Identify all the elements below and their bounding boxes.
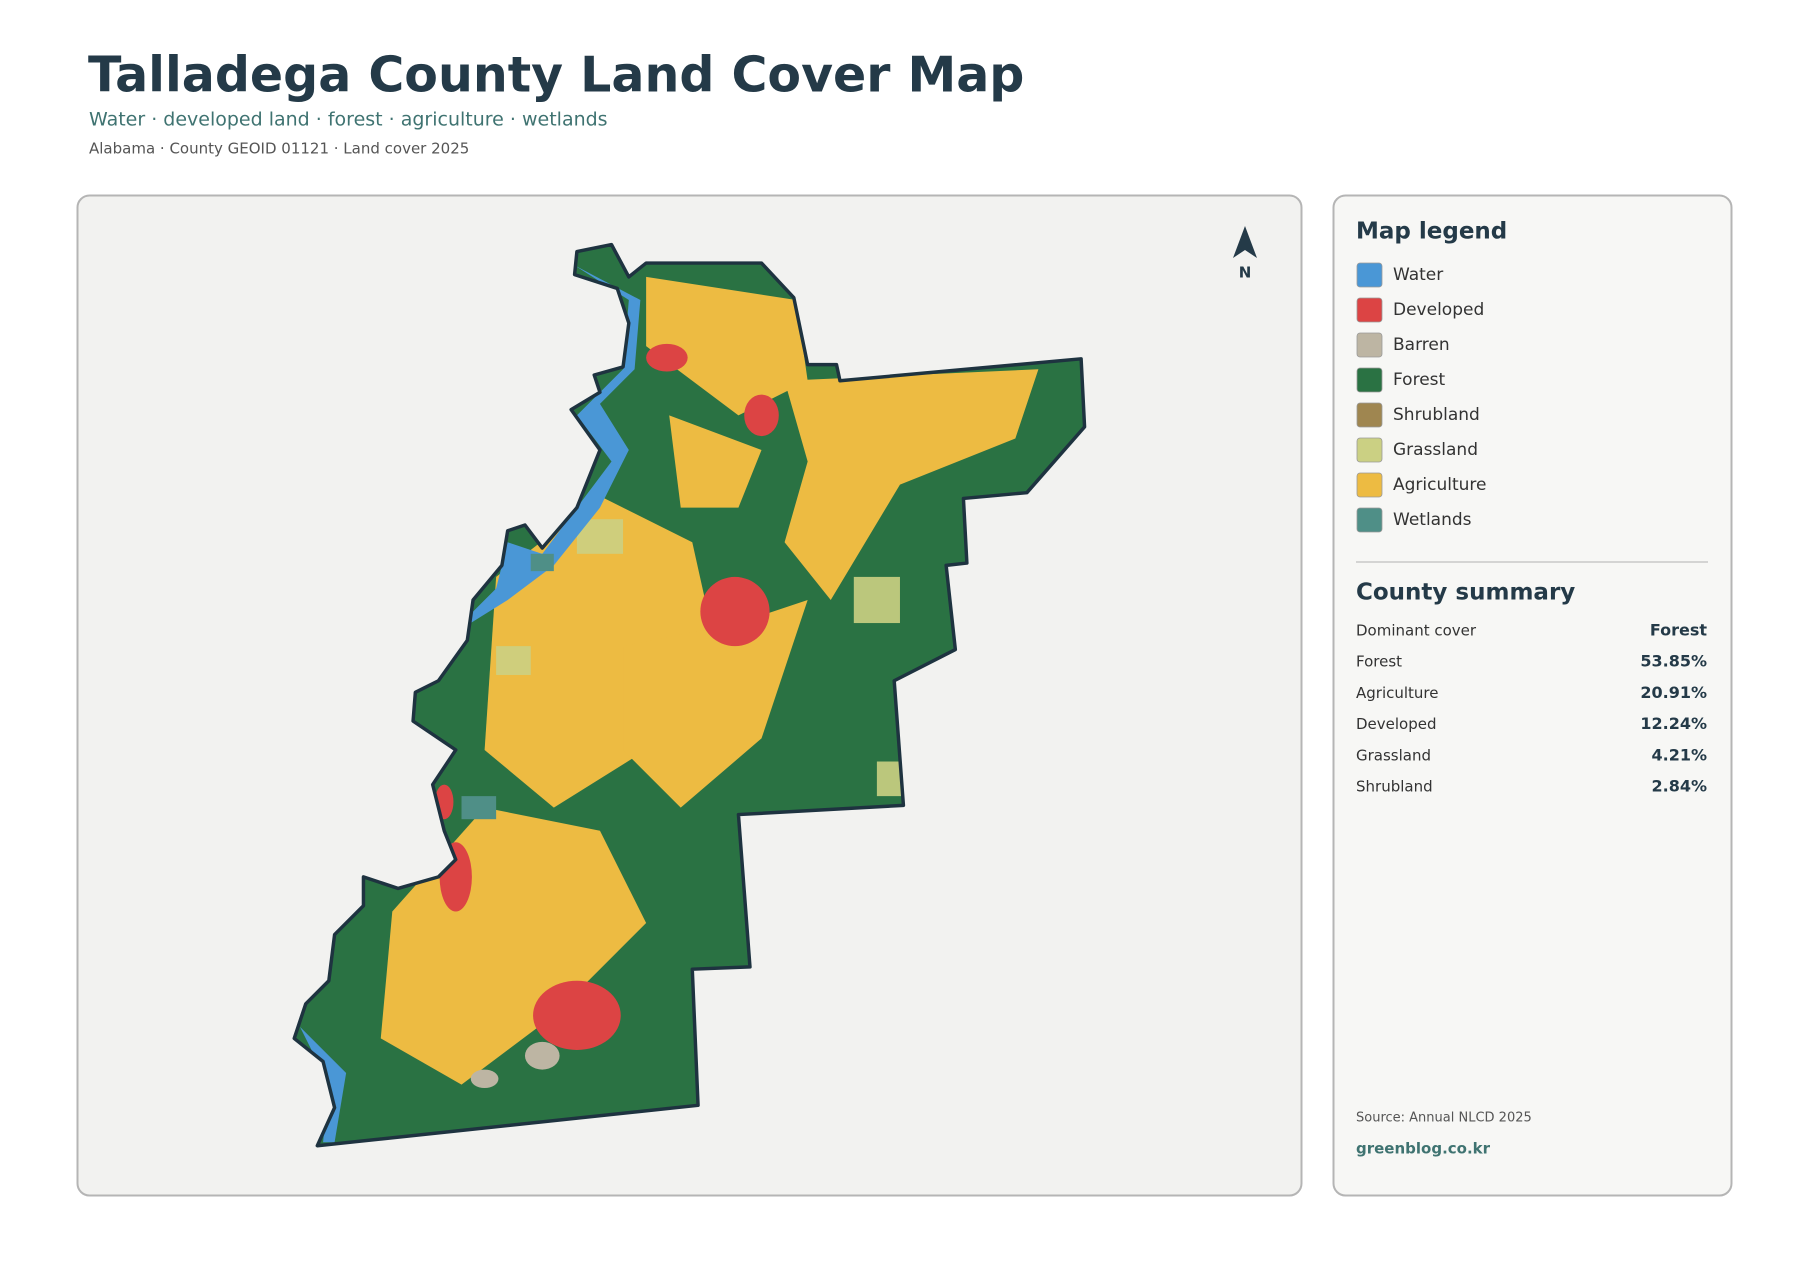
source: Source: Annual NLCD 2025 xyxy=(1356,1111,1532,1126)
legend-label: Agriculture xyxy=(1393,475,1487,495)
legend-swatch xyxy=(1356,507,1383,533)
legend-swatch xyxy=(1356,472,1383,498)
summary-label: Developed xyxy=(1356,715,1437,733)
summary-label: Forest xyxy=(1356,653,1402,671)
legend-swatch xyxy=(1356,367,1383,393)
legend-label: Forest xyxy=(1393,370,1446,390)
legend-label: Shrubland xyxy=(1393,405,1480,425)
legend-label: Water xyxy=(1393,265,1443,285)
summary-label: Grassland xyxy=(1356,746,1431,764)
north-arrow xyxy=(1233,226,1257,258)
summary-value: 53.85% xyxy=(1640,652,1707,671)
summary-value: 12.24% xyxy=(1640,714,1707,733)
legend-swatch xyxy=(1356,262,1383,288)
title: Talladega County Land Cover Map xyxy=(88,47,1024,104)
summary-value: 4.21% xyxy=(1651,745,1707,764)
summary-value: 2.84% xyxy=(1651,777,1707,796)
legend-title: Map legend xyxy=(1356,219,1507,245)
county-outline xyxy=(292,242,1087,1148)
summary-label: Shrubland xyxy=(1356,778,1433,796)
legend-label: Barren xyxy=(1393,335,1450,355)
legend-label: Grassland xyxy=(1393,440,1478,460)
legend-swatch xyxy=(1356,437,1383,463)
summary-label: Agriculture xyxy=(1356,684,1439,702)
summary-title: County summary xyxy=(1356,580,1575,606)
meta: Alabama · County GEOID 01121 · Land cove… xyxy=(89,140,469,158)
sidebar xyxy=(1332,194,1733,1197)
legend-label: Wetlands xyxy=(1393,510,1472,530)
summary-value: Forest xyxy=(1650,621,1708,640)
summary-value: 20.91% xyxy=(1640,683,1707,702)
summary: Dominant cover Forest Forest 53.85% Agricult… xyxy=(1356,621,1707,796)
legend: Water Developed Barren Forest Shrubland Grass… xyxy=(1356,262,1487,533)
north-label: N xyxy=(1239,264,1252,282)
legend-swatch xyxy=(1356,332,1383,358)
legend-label: Developed xyxy=(1393,300,1484,320)
summary-label: Dominant cover xyxy=(1356,622,1477,640)
site: greenblog.co.kr xyxy=(1356,1140,1491,1158)
legend-swatch xyxy=(1356,402,1383,428)
legend-swatch xyxy=(1356,297,1383,323)
subtitle: Water · developed land · forest · agricu… xyxy=(89,109,608,131)
